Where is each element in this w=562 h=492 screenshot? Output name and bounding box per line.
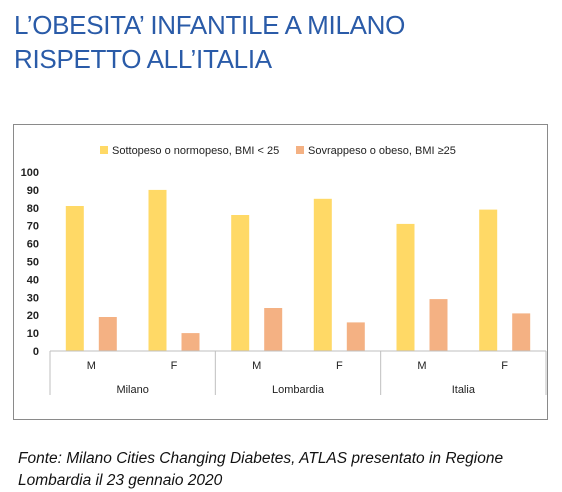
x-category-label: F [336, 360, 343, 372]
bar-normopeso-6 [479, 209, 498, 351]
bar-sovrappeso-5 [429, 299, 448, 351]
bar-normopeso-5 [396, 223, 415, 351]
x-category-label: F [171, 360, 178, 372]
bar-sovrappeso-6 [512, 313, 531, 351]
y-tick-label: 10 [27, 328, 39, 340]
bar-sovrappeso-3 [264, 308, 283, 351]
x-category-label: M [87, 360, 96, 372]
y-tick-label: 50 [27, 257, 39, 269]
source-line-1: Fonte: Milano Cities Changing Diabetes, … [18, 450, 504, 467]
bar-normopeso-1 [65, 206, 84, 351]
bar-normopeso-3 [231, 215, 250, 351]
legend-swatch-2 [296, 146, 304, 154]
chart-frame: Sottopeso o normopeso, BMI < 25 Sovrappes… [13, 124, 548, 420]
y-tick-label: 80 [27, 203, 39, 215]
page-title-line-1: L’OBESITA’ INFANTILE A MILANO [14, 10, 406, 40]
y-tick-label: 40 [27, 274, 39, 286]
group-label-milano: Milano [116, 384, 148, 396]
bar-chart: Sottopeso o normopeso, BMI < 25 Sovrappes… [21, 145, 547, 396]
x-category-label: M [252, 360, 261, 372]
y-tick-label: 60 [27, 239, 39, 251]
source-line-2: Lombardia il 23 gennaio 2020 [18, 472, 223, 489]
legend-label-2: Sovrappeso o obeso, BMI ≥25 [308, 145, 456, 157]
y-tick-label: 90 [27, 185, 39, 197]
source-note: Fonte: Milano Cities Changing Diabetes, … [18, 448, 558, 492]
y-tick-label: 0 [33, 346, 39, 358]
legend-label-1: Sottopeso o normopeso, BMI < 25 [112, 145, 279, 157]
page-title: L’OBESITA’ INFANTILE A MILANO RISPETTO A… [14, 8, 554, 76]
y-tick-label: 100 [21, 167, 39, 179]
y-tick-label: 20 [27, 310, 39, 322]
x-category-label: F [501, 360, 508, 372]
bar-normopeso-4 [313, 198, 332, 351]
group-label-lombardia: Lombardia [272, 384, 325, 396]
x-category-label: M [417, 360, 426, 372]
group-label-italia: Italia [452, 384, 476, 396]
bar-normopeso-2 [148, 189, 167, 351]
page-title-line-2: RISPETTO ALL’ITALIA [14, 44, 272, 74]
bar-sovrappeso-2 [181, 333, 200, 351]
bar-sovrappeso-1 [98, 317, 117, 351]
legend-swatch-1 [100, 146, 108, 154]
bar-sovrappeso-4 [346, 322, 365, 351]
y-tick-label: 30 [27, 292, 39, 304]
y-tick-label: 70 [27, 221, 39, 233]
